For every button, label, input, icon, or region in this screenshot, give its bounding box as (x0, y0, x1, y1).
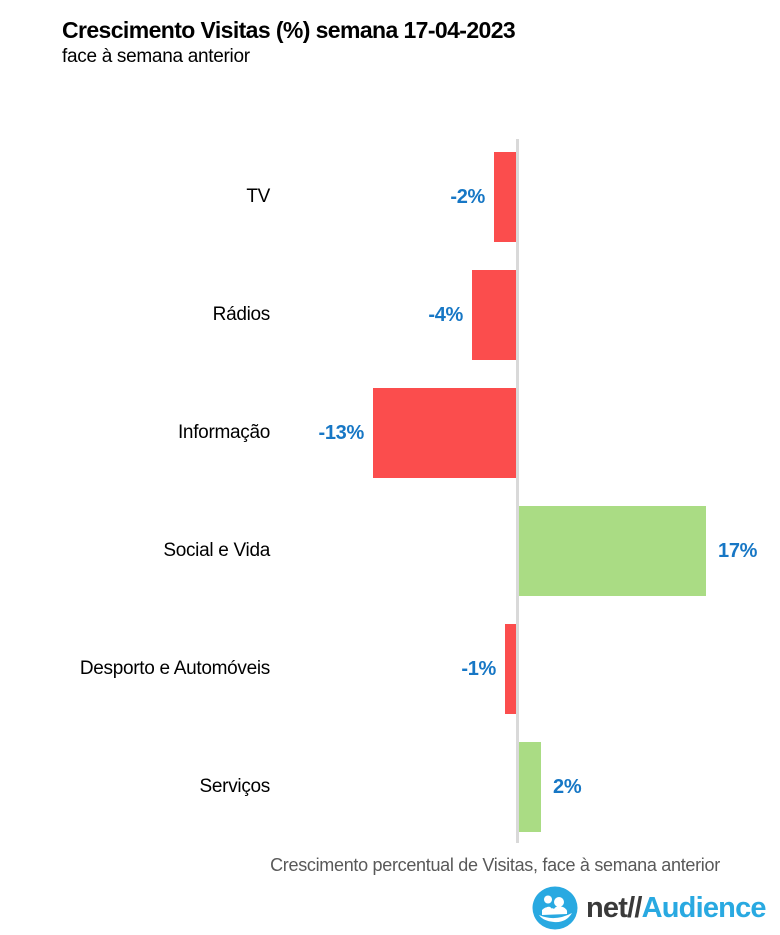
value-label: 2% (553, 776, 582, 798)
category-label: Rádios (212, 304, 271, 325)
logo-text-audience: Audience (641, 891, 767, 924)
logo-text-net: net// (586, 891, 642, 924)
chart-title: Crescimento Visitas (%) semana 17-04-202… (62, 17, 516, 43)
value-label: -13% (318, 422, 365, 444)
netaudience-logo-text: net//Audience (586, 891, 767, 925)
category-label: Desporto e Automóveis (79, 658, 270, 679)
value-label: 17% (718, 540, 758, 562)
bar-positive (519, 742, 541, 832)
zero-axis-line (516, 139, 519, 843)
category-label: Social e Vida (163, 540, 270, 561)
category-label: Informação (177, 422, 270, 443)
bar-negative (373, 388, 516, 478)
chart-subtitle: face à semana anterior (62, 46, 250, 67)
bar-positive (519, 506, 706, 596)
netaudience-logo: net//Audience (532, 886, 767, 930)
value-label: -4% (428, 304, 463, 326)
bar-negative (505, 624, 516, 714)
value-label: -2% (450, 186, 485, 208)
category-label: Serviços (199, 776, 271, 797)
x-axis-label: Crescimento percentual de Visitas, face … (270, 855, 720, 875)
bar-negative (494, 152, 516, 242)
value-label: -1% (461, 658, 496, 680)
netaudience-people-icon (532, 886, 578, 930)
category-label: TV (246, 186, 270, 207)
bar-negative (472, 270, 516, 360)
